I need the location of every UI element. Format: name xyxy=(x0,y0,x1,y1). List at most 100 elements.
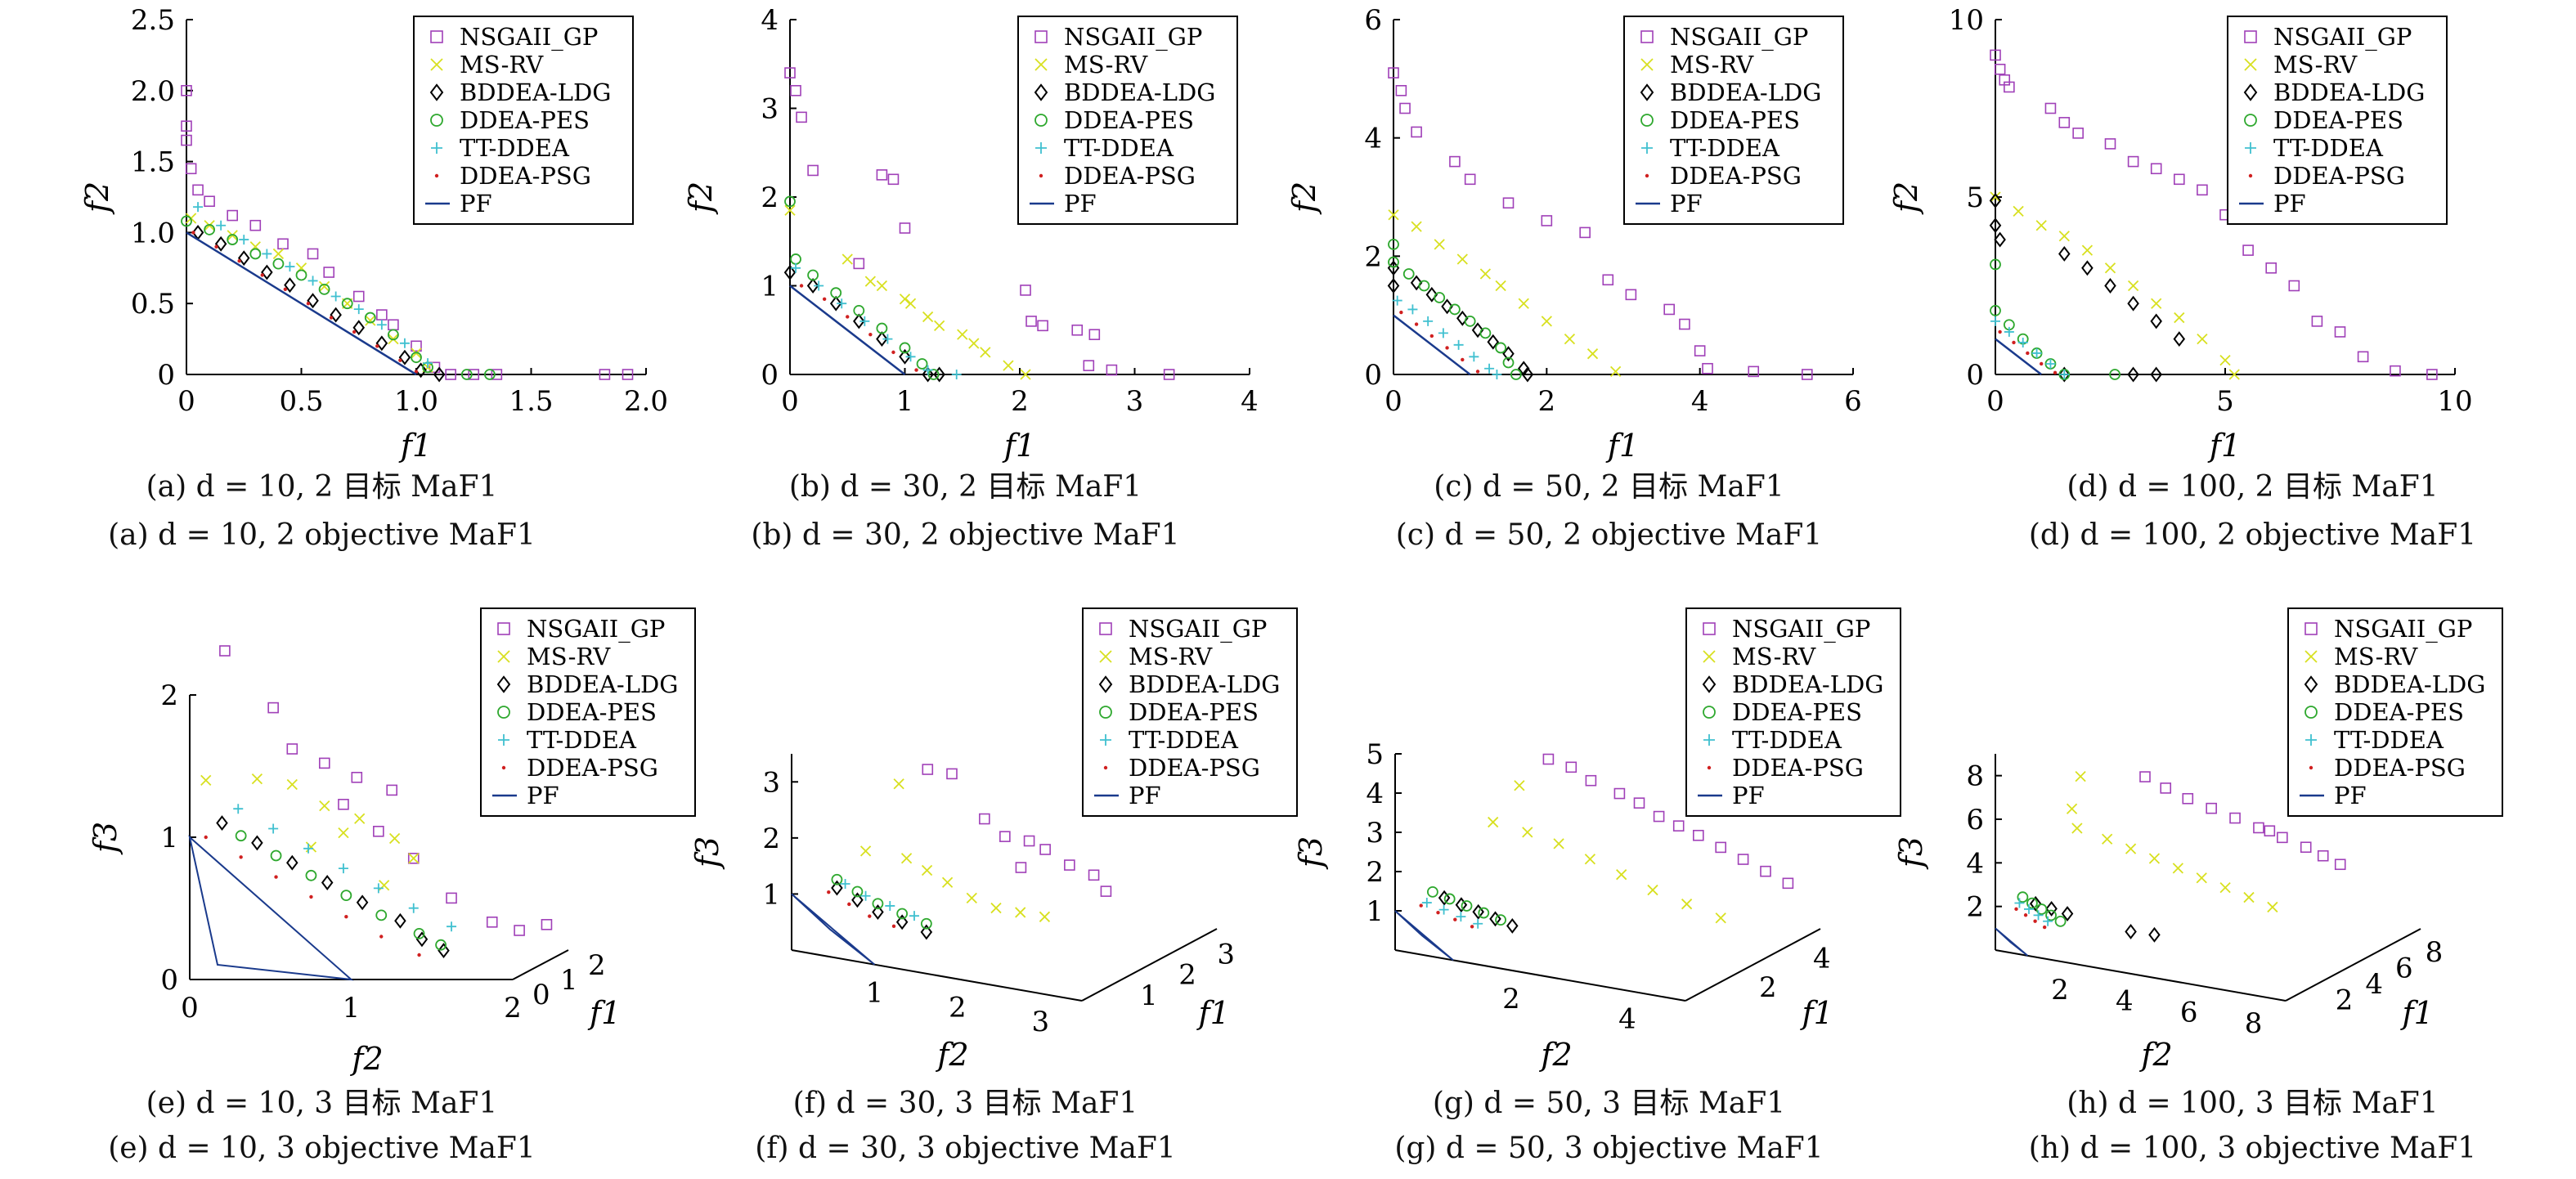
legend-item: BDDEA-LDG xyxy=(496,670,678,698)
legend-label: BDDEA-LDG xyxy=(527,670,678,698)
marker-nsgaii_gp xyxy=(514,925,525,936)
series-ms-rv xyxy=(185,213,433,373)
marker-ms-rv xyxy=(497,650,510,663)
marker-ddea-psg xyxy=(344,915,348,919)
marker-tt-ddea xyxy=(1703,734,1715,746)
marker-nsgaii_gp xyxy=(2182,792,2194,805)
marker-ddea-psg xyxy=(274,875,278,879)
marker-nsgaii_gp xyxy=(192,184,204,196)
legend-label: TT-DDEA xyxy=(2334,726,2444,754)
legend-box xyxy=(2227,16,2448,225)
marker-bddea-ldg xyxy=(1438,890,1451,906)
marker-tt-ddea xyxy=(2245,142,2256,154)
marker-nsgaii_gp xyxy=(286,743,298,755)
legend-item: DDEA-PSG xyxy=(1645,162,1802,190)
marker-tt-ddea xyxy=(2305,734,2317,746)
legend-item: TT-DDEA xyxy=(2305,726,2444,754)
marker-ms-rv xyxy=(200,774,212,787)
series-tt-ddea xyxy=(1990,316,2070,379)
marker-ms-rv xyxy=(876,280,888,292)
marker-ms-rv xyxy=(2304,650,2318,663)
marker-bddea-ldg xyxy=(2173,331,2186,347)
marker-tt-ddea xyxy=(303,843,314,854)
x-tick-label: 0 xyxy=(181,992,199,1024)
marker-nsgaii_gp xyxy=(1625,289,1637,301)
marker-nsgaii_gp xyxy=(599,369,611,380)
series-tt-ddea xyxy=(233,804,457,932)
y-axis xyxy=(1685,928,1821,1002)
series-nsgaii_gp xyxy=(922,764,1112,897)
legend-item: NSGAII_GP xyxy=(497,615,665,643)
marker-tt-ddea xyxy=(353,304,364,315)
marker-nsgaii_gp xyxy=(1163,369,1175,380)
series-ddea-psg xyxy=(1419,903,1474,929)
y-tick-label: 4 xyxy=(2365,968,2383,1001)
diamond-marker-icon xyxy=(2243,83,2258,101)
marker-ddea-psg xyxy=(283,287,288,292)
marker-ddea-pes xyxy=(1990,258,2001,271)
marker-tt-ddea xyxy=(905,352,916,362)
caption-zh-e: (e) d = 10, 3 目标 MaF1 xyxy=(146,1087,498,1120)
marker-bddea-ldg xyxy=(415,362,427,379)
series-ddea-psg xyxy=(1399,310,1480,374)
marker-ms-rv xyxy=(2243,891,2255,903)
marker-bddea-ldg xyxy=(352,320,366,336)
marker-ms-rv xyxy=(2219,355,2231,366)
z-axis-label: f3 xyxy=(1893,836,1929,870)
marker-bddea-ldg xyxy=(356,894,369,911)
x-tick-label: 1 xyxy=(343,992,361,1024)
marker-ms-rv xyxy=(1586,348,1599,360)
x-marker-icon xyxy=(1703,650,1716,663)
marker-nsgaii_gp xyxy=(922,764,934,775)
x-tick-label: 3 xyxy=(1126,385,1144,418)
marker-ddea-psg xyxy=(914,368,918,372)
caption-zh-c: (c) d = 50, 2 目标 MaF1 xyxy=(1434,470,1784,504)
marker-bddea-ldg xyxy=(2150,366,2162,383)
square-marker-icon xyxy=(2304,622,2318,635)
marker-ddea-pes xyxy=(1434,292,1446,303)
marker-bddea-ldg xyxy=(806,278,819,294)
legend-label: DDEA-PES xyxy=(1064,106,1194,134)
z-tick-label: 0 xyxy=(160,964,178,997)
marker-ms-rv xyxy=(1647,884,1658,896)
marker-bddea-ldg xyxy=(783,264,797,280)
marker-bddea-ldg xyxy=(330,307,342,323)
marker-ms-rv xyxy=(980,347,991,358)
marker-ddea-psg xyxy=(847,902,851,907)
legend-item: TT-DDEA xyxy=(2245,134,2384,162)
series-pf xyxy=(1394,910,1454,962)
series-nsgaii_gp xyxy=(1990,49,2438,380)
marker-nsgaii_gp xyxy=(1694,345,1706,356)
legend-item: MS-RV xyxy=(1640,51,1754,78)
marker-bddea-ldg xyxy=(2061,906,2074,922)
marker-nsgaii_gp xyxy=(1760,865,1771,877)
y-tick-label: 0 xyxy=(1966,359,1984,392)
marker-ddea-pes xyxy=(2017,891,2029,903)
series-ddea-pes xyxy=(784,195,940,380)
marker-nsgaii_gp xyxy=(318,757,330,769)
diamond-marker-icon xyxy=(1098,675,1113,693)
y-tick-label: 1 xyxy=(761,271,779,303)
legend-label: DDEA-PES xyxy=(1732,698,1862,726)
marker-ddea-psg xyxy=(329,316,334,320)
marker-ms-rv xyxy=(1715,912,1726,924)
legend-label: NSGAII_GP xyxy=(2273,23,2412,52)
square-marker-icon xyxy=(430,30,443,43)
legend-item: TT-DDEA xyxy=(498,726,637,754)
marker-ddea-psg xyxy=(1414,322,1419,326)
series-ms-rv xyxy=(859,778,1051,922)
marker-bddea-ldg xyxy=(496,675,511,693)
marker-nsgaii_gp xyxy=(386,784,398,796)
series-ms-rv xyxy=(784,204,1031,380)
circle-marker-icon xyxy=(497,706,510,719)
diamond-marker-icon xyxy=(429,83,444,101)
marker-ddea-pes xyxy=(1495,914,1506,926)
marker-ddea-pes xyxy=(460,369,473,380)
marker-ddea-pes xyxy=(916,358,928,370)
marker-nsgaii_gp xyxy=(1672,820,1685,832)
series-ms-rv xyxy=(1488,780,1726,924)
marker-ddea-pes xyxy=(413,928,425,939)
series-tt-ddea xyxy=(1421,898,1483,929)
marker-bddea-ldg xyxy=(1502,346,1515,362)
marker-ms-rv xyxy=(1584,854,1596,865)
